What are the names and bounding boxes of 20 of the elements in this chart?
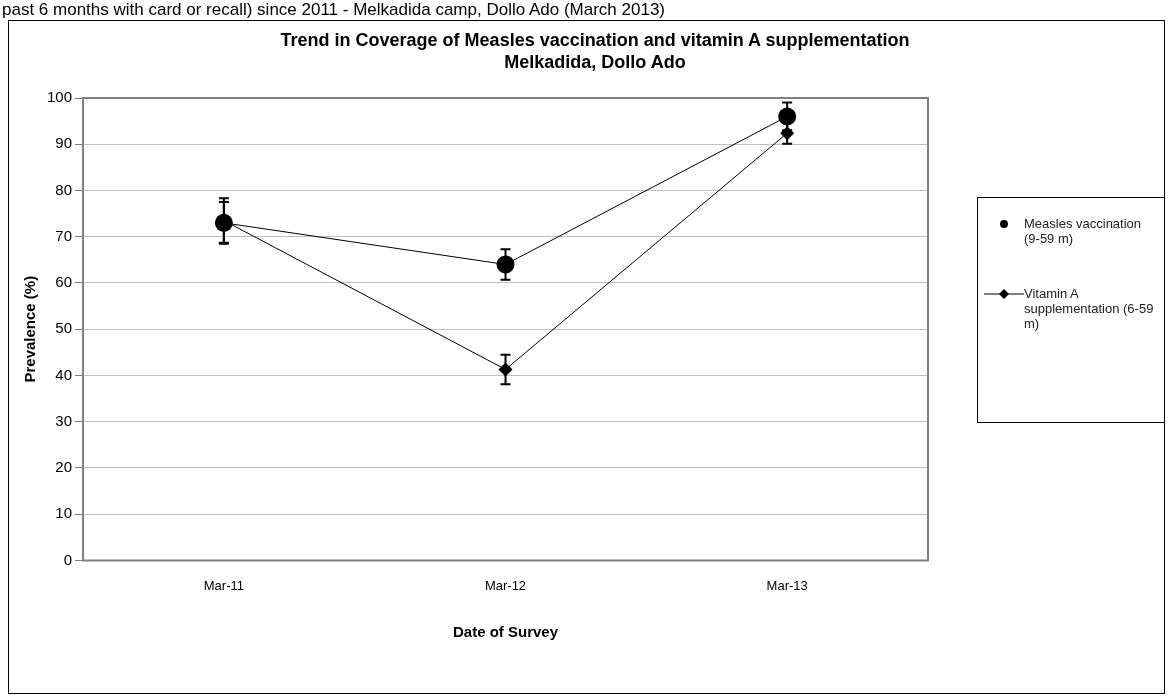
x-axis-title: Date of Survey	[452, 623, 559, 641]
x-tick-label: Mar-12	[484, 577, 527, 593]
legend-label: Vitamin A supplementation (6-59 m)	[1024, 286, 1155, 331]
text: past 6 months with card or recall) since 2011 - Melkadida camp, Dollo Ado (March 2013)	[2, 0, 665, 20]
y-tick-label: 10	[55, 504, 73, 522]
y-tick-label: 30	[55, 411, 73, 429]
y-tick-label: 100	[47, 88, 73, 106]
y-tick-label: 90	[55, 134, 73, 152]
y-tick-label: 50	[55, 319, 73, 337]
y-axis-title: Prevalence (%)	[21, 275, 39, 383]
y-tick-label: 80	[55, 180, 73, 198]
x-tick-label: Mar-11	[203, 577, 244, 593]
y-tick-label: 60	[55, 273, 73, 291]
y-tick-label: 40	[55, 365, 73, 383]
y-tick-label: 20	[55, 458, 73, 476]
y-tick-label: 70	[55, 226, 73, 244]
x-tick-label: Mar-13	[766, 577, 808, 593]
chart-title: Trend in Coverage of Measles vaccination and vitamin A supplementation Melkadida, Dollo Ado	[279, 29, 911, 73]
legend-label: Measles vaccination (9-59 m)	[1024, 216, 1143, 246]
y-tick-label: 0	[63, 550, 73, 568]
